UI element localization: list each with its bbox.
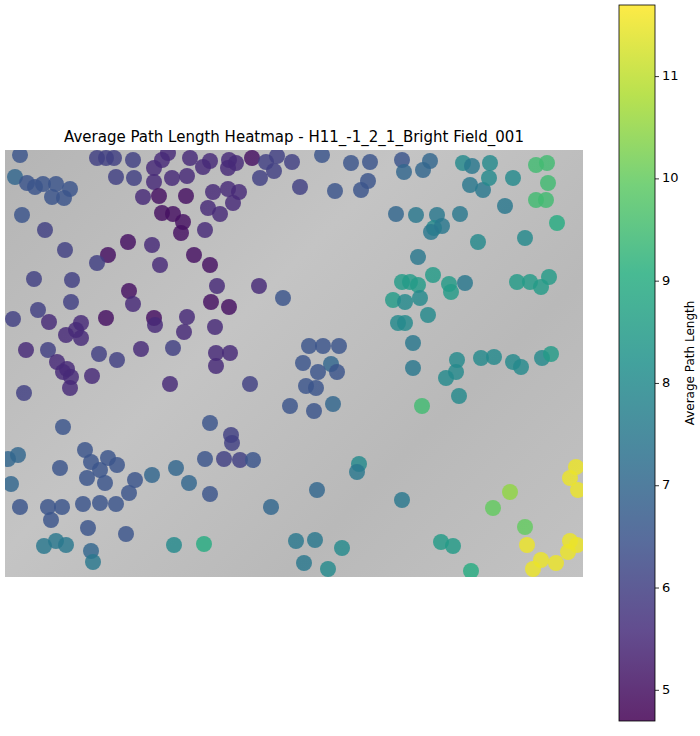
svg-text:7: 7 [662,477,670,492]
html-text:Average Path Length Heatmap -: Average Path Length Heatmap - H11_-1_2_1… [64,128,524,146]
svg-text:6: 6 [662,580,670,595]
svg-text:8: 8 [662,375,670,390]
svg-text:10: 10 [662,170,679,185]
svg-text:9: 9 [662,273,670,288]
svg-text:5: 5 [662,682,670,697]
svg-text:Average Path Length: Average Path Length [683,301,697,426]
svg-text:11: 11 [662,68,679,83]
